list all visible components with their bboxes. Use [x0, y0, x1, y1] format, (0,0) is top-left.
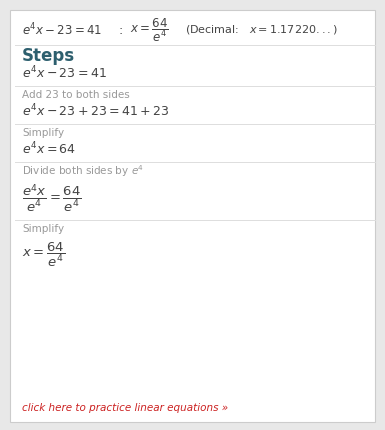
Text: Steps: Steps	[22, 47, 75, 65]
Text: $e^{4}x - 23 + 23 = 41 + 23$: $e^{4}x - 23 + 23 = 41 + 23$	[22, 103, 169, 119]
Text: $e^{4}x - 23 = 41$: $e^{4}x - 23 = 41$	[22, 22, 102, 38]
Text: Divide both sides by $e^{4}$: Divide both sides by $e^{4}$	[22, 163, 144, 179]
Text: click here to practice linear equations »: click here to practice linear equations …	[22, 403, 228, 413]
Text: Simplify: Simplify	[22, 128, 64, 138]
Text: :: :	[118, 24, 122, 37]
Text: (Decimal:   $x = 1.17220...$): (Decimal: $x = 1.17220...$)	[185, 24, 338, 37]
Text: Add 23 to both sides: Add 23 to both sides	[22, 90, 130, 100]
Text: $x = \dfrac{64}{e^{4}}$: $x = \dfrac{64}{e^{4}}$	[130, 16, 169, 44]
Text: Simplify: Simplify	[22, 224, 64, 234]
Text: $x = \dfrac{64}{e^{4}}$: $x = \dfrac{64}{e^{4}}$	[22, 241, 65, 269]
Text: $e^{4}x = 64$: $e^{4}x = 64$	[22, 141, 76, 157]
Text: $e^{4}x - 23 = 41$: $e^{4}x - 23 = 41$	[22, 64, 107, 81]
FancyBboxPatch shape	[10, 10, 375, 422]
Text: $\dfrac{e^{4}x}{e^{4}} = \dfrac{64}{e^{4}}$: $\dfrac{e^{4}x}{e^{4}} = \dfrac{64}{e^{4…	[22, 182, 82, 214]
